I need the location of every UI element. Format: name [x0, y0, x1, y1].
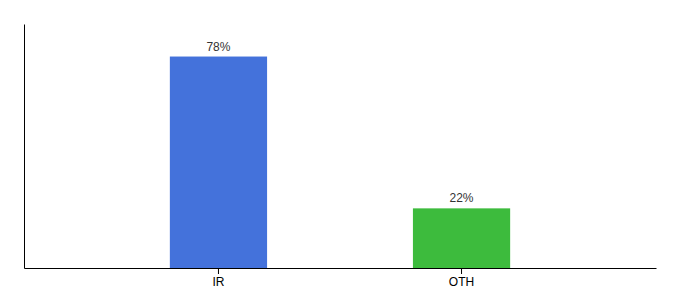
- bar: [413, 208, 510, 268]
- x-tick: IR: [212, 268, 224, 289]
- bars: [170, 57, 510, 268]
- y-axis-line: [24, 25, 25, 269]
- x-tick: OTH: [449, 268, 474, 289]
- x-axis: IR OTH: [25, 268, 657, 289]
- x-tick-mark: [218, 268, 219, 274]
- x-tick-label: OTH: [449, 275, 474, 289]
- chart: IR OTH 78% 22%: [0, 0, 680, 300]
- plot: IR OTH 78% 22%: [25, 25, 657, 289]
- x-tick-mark: [461, 268, 462, 274]
- x-axis-line: [25, 268, 657, 269]
- data-label: 22%: [450, 191, 474, 205]
- data-labels: 78% 22%: [206, 40, 473, 206]
- data-label: 78%: [206, 40, 230, 54]
- bar: [170, 57, 267, 268]
- y-axis: [24, 25, 25, 269]
- x-tick-label: IR: [212, 275, 224, 289]
